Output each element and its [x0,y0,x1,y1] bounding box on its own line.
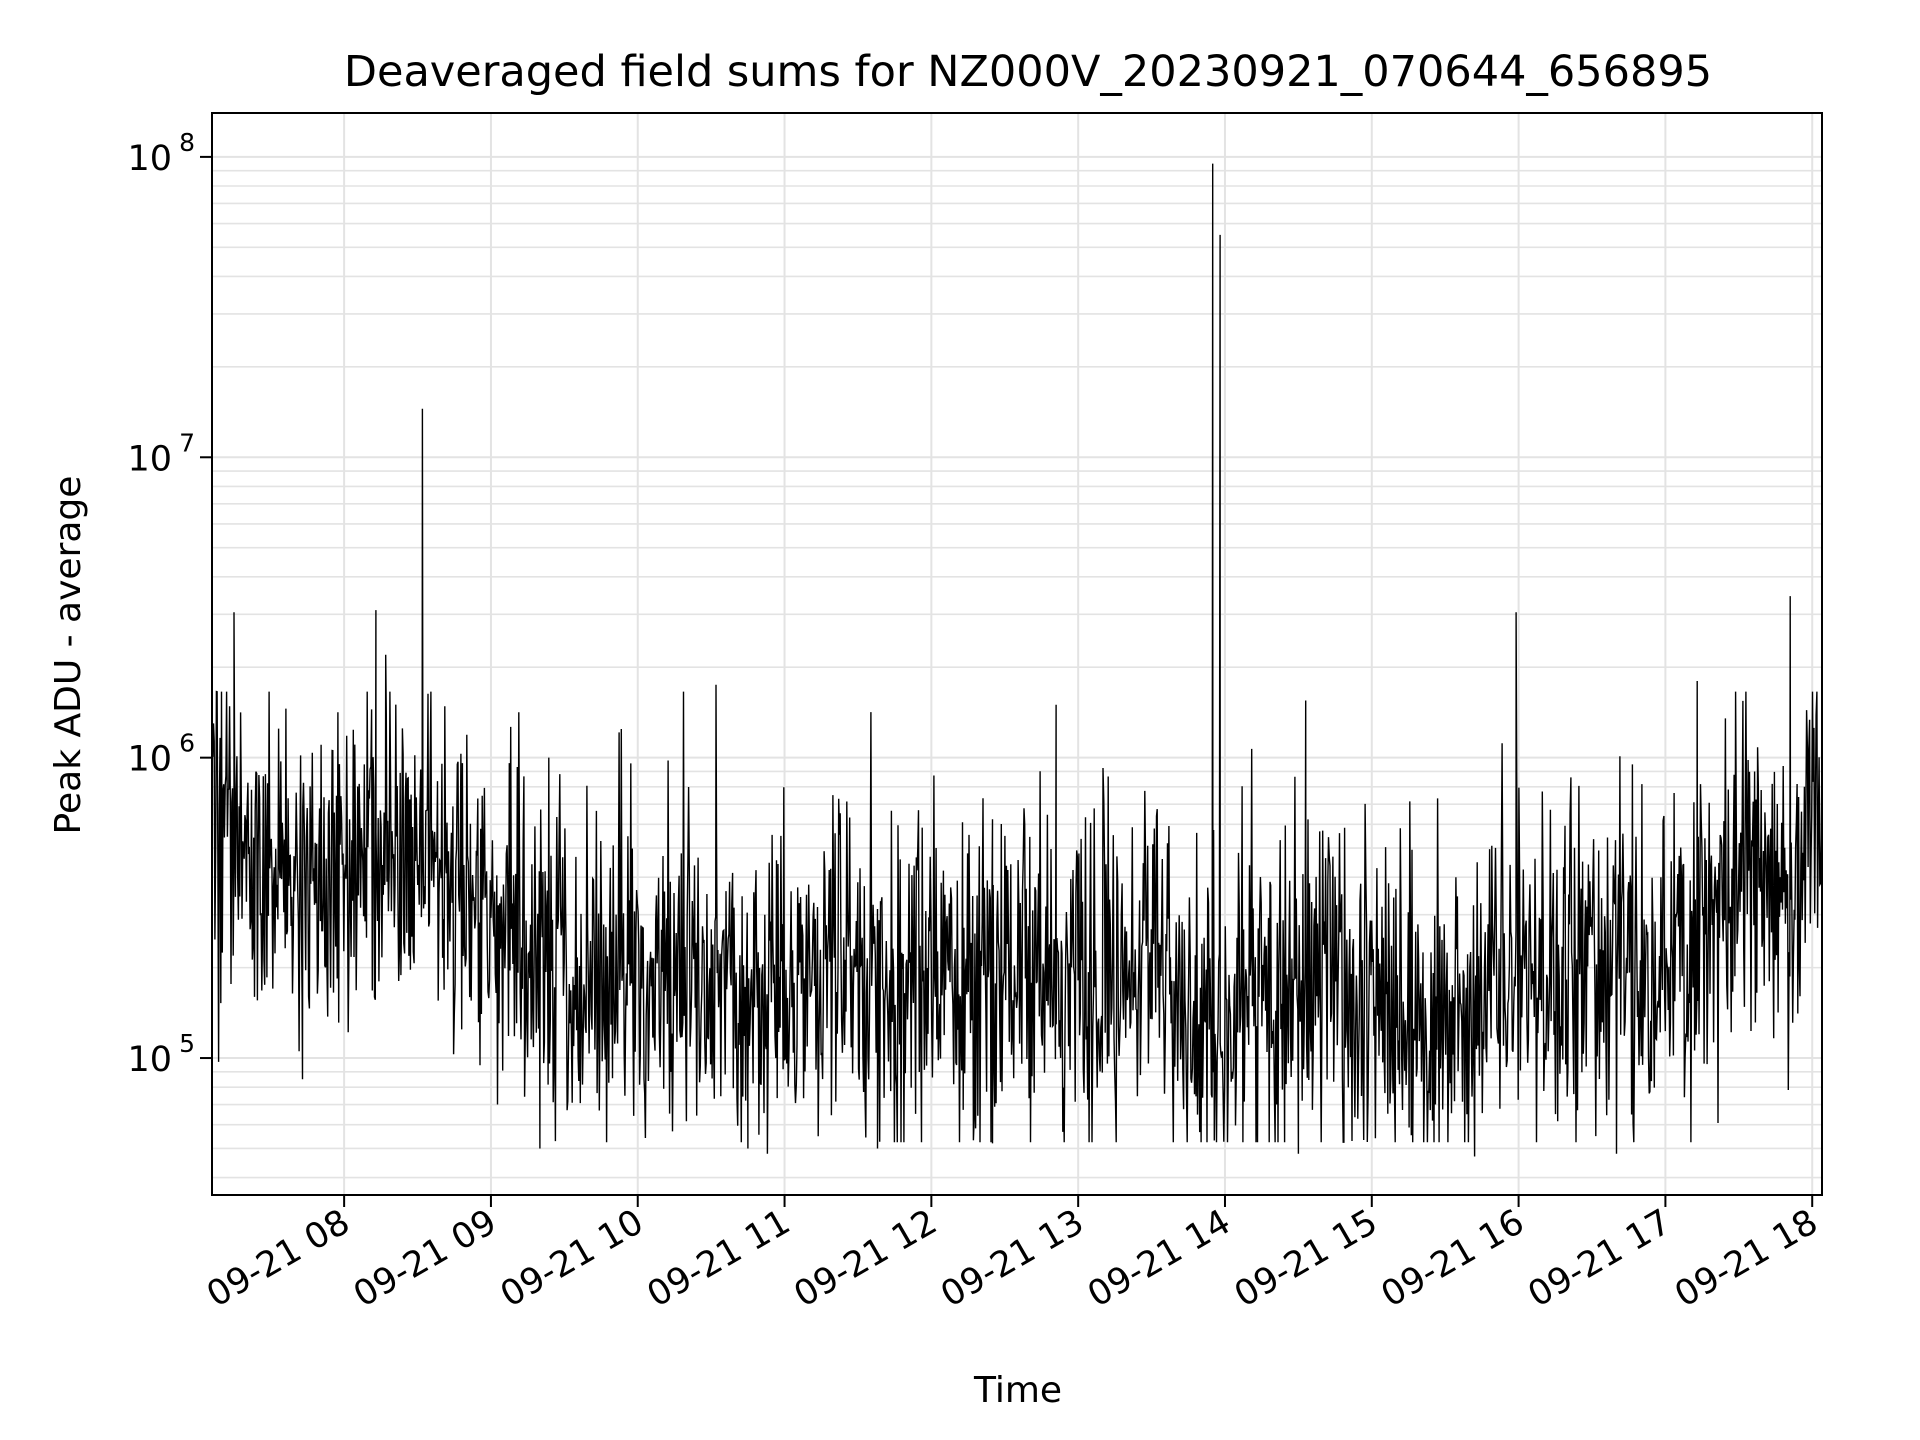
chart-title: Deaveraged field sums for NZ000V_2023092… [344,47,1712,97]
series-layer [211,163,1823,1157]
y-tick-label: 10 [127,740,172,780]
plot-frame [211,112,1823,1196]
y-tick-label: 10 [127,139,172,179]
y-tick-label: 10 [127,439,172,479]
y-tick-base: 10 [127,1040,172,1080]
y-tick-base: 10 [127,439,172,479]
series-line [211,163,1823,1157]
y-tick-exponent: 8 [179,128,195,157]
y-tick-exponent: 7 [179,428,195,457]
y-tick-label: 10 [127,1040,172,1080]
y-tick-exponent: 5 [179,1029,195,1058]
y-tick-exponent: 6 [179,729,195,758]
y-axis-label: Peak ADU - average [48,476,89,835]
y-tick-base: 10 [127,740,172,780]
y-tick-base: 10 [127,139,172,179]
x-axis-label: Time [973,1370,1062,1411]
